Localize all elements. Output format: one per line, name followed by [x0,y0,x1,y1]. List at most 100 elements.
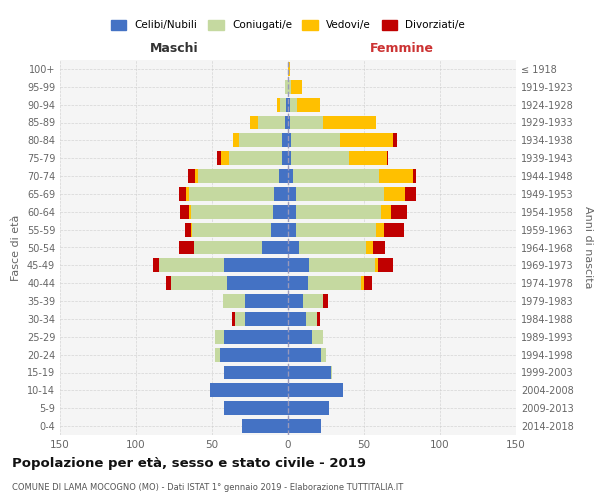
Bar [191,222,192,236]
Bar [189,187,274,201]
Bar [271,222,288,236]
Bar [217,151,221,165]
Bar [288,116,290,130]
Bar [288,330,313,344]
Bar [242,419,288,433]
Bar [257,116,285,130]
Bar [215,348,220,362]
Bar [288,205,296,219]
Bar [277,98,280,112]
Bar [245,294,288,308]
Bar [288,348,322,362]
Bar [274,187,288,201]
Bar [384,222,404,236]
Bar [224,330,288,344]
Bar [286,98,288,112]
Bar [288,169,293,183]
Bar [191,205,273,219]
Bar [288,222,296,236]
Bar [288,258,309,272]
Bar [331,366,332,380]
Bar [288,366,331,380]
Bar [224,401,288,415]
Text: COMUNE DI LAMA MOCOGNO (MO) - Dati ISTAT 1° gennaio 2019 - Elaborazione TUTTITAL: COMUNE DI LAMA MOCOGNO (MO) - Dati ISTAT… [12,482,403,492]
Bar [233,134,239,147]
Bar [349,151,387,165]
Bar [288,294,303,308]
Bar [288,276,308,290]
Bar [279,169,288,183]
Bar [299,240,365,254]
Bar [288,419,322,433]
Bar [365,240,373,254]
Bar [413,169,416,183]
Bar [377,258,393,272]
Bar [282,134,288,147]
Bar [308,276,361,290]
Bar [288,187,296,201]
Bar [288,80,291,94]
Bar [373,240,385,254]
Bar [384,187,405,201]
Bar [393,134,397,147]
Bar [306,312,317,326]
Bar [171,276,227,290]
Bar [288,384,343,398]
Bar [296,222,376,236]
Bar [179,240,194,254]
Bar [323,294,328,308]
Bar [291,134,340,147]
Bar [361,276,364,290]
Bar [229,151,282,165]
Bar [303,294,323,308]
Bar [291,80,302,94]
Bar [235,312,245,326]
Text: Popolazione per età, sesso e stato civile - 2019: Popolazione per età, sesso e stato civil… [12,458,366,470]
Text: Maschi: Maschi [149,42,199,54]
Bar [245,312,288,326]
Bar [153,258,159,272]
Bar [250,116,257,130]
Bar [180,205,189,219]
Bar [313,330,323,344]
Bar [232,312,235,326]
Text: Femmine: Femmine [370,42,434,54]
Bar [273,205,288,219]
Bar [296,205,381,219]
Bar [376,222,384,236]
Bar [297,98,320,112]
Bar [379,169,413,183]
Bar [239,134,282,147]
Bar [195,169,199,183]
Bar [340,134,393,147]
Bar [290,116,323,130]
Bar [364,276,371,290]
Bar [288,98,290,112]
Bar [387,151,388,165]
Bar [296,187,384,201]
Bar [262,240,288,254]
Bar [309,258,374,272]
Bar [291,151,349,165]
Y-axis label: Fasce di età: Fasce di età [11,214,21,280]
Bar [159,258,224,272]
Bar [285,116,288,130]
Bar [221,151,229,165]
Bar [288,151,291,165]
Bar [199,169,279,183]
Legend: Celibi/Nubili, Coniugati/e, Vedovi/e, Divorziati/e: Celibi/Nubili, Coniugati/e, Vedovi/e, Di… [111,20,465,30]
Bar [189,205,191,219]
Bar [288,401,329,415]
Bar [288,62,290,76]
Bar [192,222,271,236]
Bar [211,384,288,398]
Bar [179,187,186,201]
Bar [194,240,262,254]
Bar [280,98,286,112]
Bar [317,312,320,326]
Bar [322,348,326,362]
Bar [186,187,189,201]
Bar [285,80,288,94]
Bar [293,169,379,183]
Bar [220,348,288,362]
